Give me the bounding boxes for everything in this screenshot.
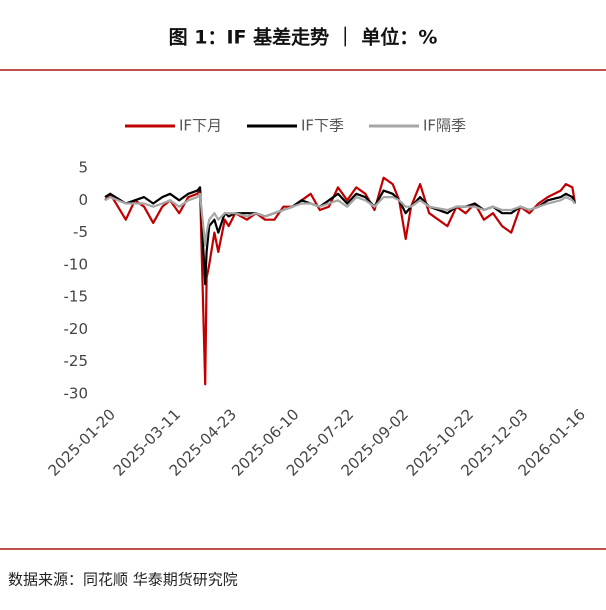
source: 数据来源：同花顺 华泰期货研究院	[8, 571, 238, 589]
y-tick-label: -25	[64, 352, 89, 370]
y-tick-label: 5	[78, 159, 88, 177]
y-tick-label: -15	[64, 288, 89, 306]
chart-title: 图 1：IF 基差走势 ｜ 单位：%	[169, 26, 438, 49]
legend-label: IF下月	[179, 117, 222, 135]
x-tick-label: 2025-01-20	[45, 405, 119, 479]
y-tick-label: -5	[73, 223, 88, 241]
series-line	[104, 176, 577, 386]
y-tick-label: 0	[78, 191, 88, 209]
y-tick-label: -30	[64, 385, 89, 403]
series-line	[104, 192, 576, 247]
y-tick-label: -10	[64, 255, 89, 273]
legend-label: IF隔季	[423, 117, 466, 135]
legend-label: IF下季	[301, 117, 344, 135]
series-line	[104, 186, 577, 286]
y-tick-label: -20	[64, 320, 89, 338]
